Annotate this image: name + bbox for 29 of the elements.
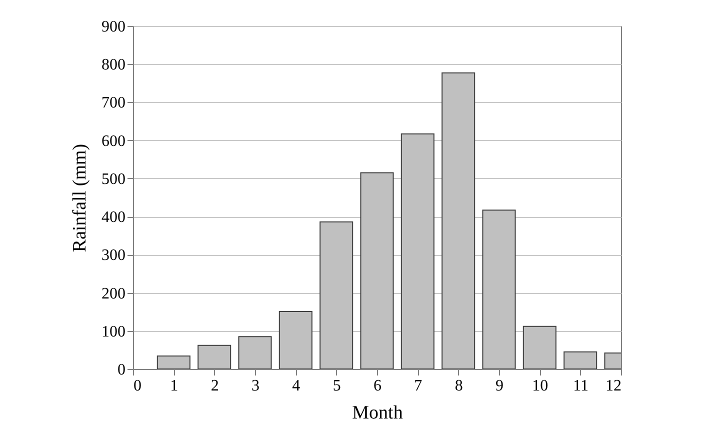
x-tick-label: 10 xyxy=(532,378,548,394)
x-tick-label: 4 xyxy=(292,378,300,394)
bar xyxy=(564,351,598,369)
y-tick-label: 200 xyxy=(102,285,126,302)
x-tick-label: 8 xyxy=(454,378,463,394)
bar xyxy=(156,356,190,369)
y-tick-label: 100 xyxy=(102,323,126,340)
x-tick-label: 2 xyxy=(210,378,219,394)
x-tick-label: 7 xyxy=(414,378,422,394)
y-axis-title: Rainfall (mm) xyxy=(70,144,90,252)
x-tick-label: 11 xyxy=(573,378,589,394)
y-tick-label: 400 xyxy=(102,209,126,226)
y-tick-label: 500 xyxy=(102,170,126,188)
x-tick-label: 9 xyxy=(496,378,504,394)
x-tick-label: 0 xyxy=(134,378,142,394)
x-tick-label: 6 xyxy=(374,378,382,394)
y-tick-label: 800 xyxy=(102,56,126,74)
y-tick-label: 600 xyxy=(102,132,126,150)
x-tick-label: 5 xyxy=(332,378,341,394)
x-tick-label: 3 xyxy=(252,378,260,394)
y-tick-label: 700 xyxy=(102,94,126,112)
bar xyxy=(238,336,272,369)
bar xyxy=(198,344,232,369)
y-tick-label: 0 xyxy=(118,362,126,378)
x-tick-label: 12 xyxy=(606,378,622,394)
y-tick-label: 900 xyxy=(102,18,126,36)
x-tick-label: 1 xyxy=(170,378,178,394)
x-axis-title: Month xyxy=(352,402,404,424)
y-tick-label: 300 xyxy=(102,247,126,264)
